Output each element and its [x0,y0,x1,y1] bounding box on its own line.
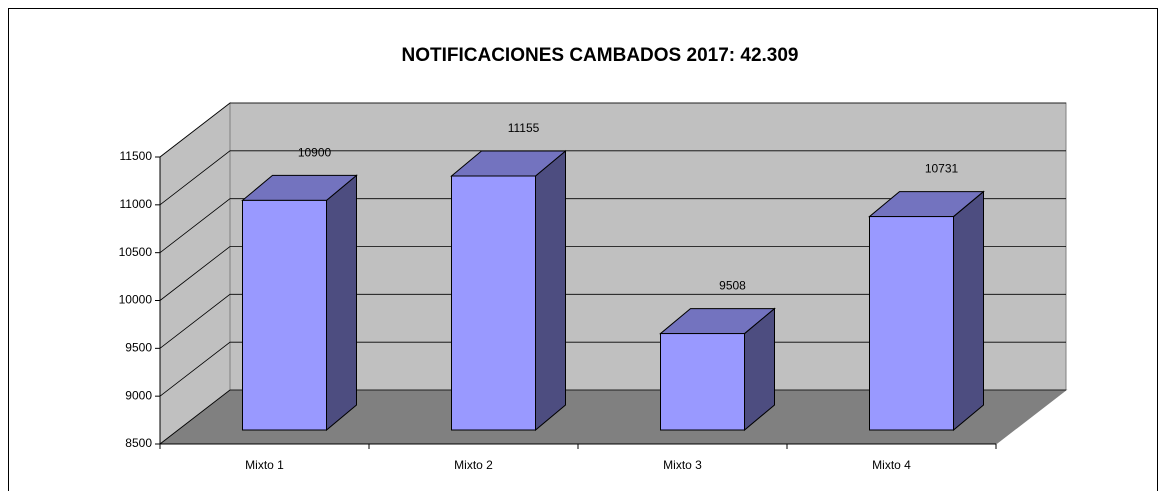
grid-line [159,102,1066,158]
x-tick-label: Mixto 3 [663,458,702,472]
y-tick-label: 8500 [125,436,152,450]
grid-line [159,198,1066,253]
grid-line [159,389,1066,445]
y-tick-label: 11500 [120,149,153,163]
x-tick-label: Mixto 1 [245,458,284,472]
y-tick-label: 9500 [125,341,152,355]
bar [869,216,954,431]
grid-line [159,341,1066,397]
y-tick-label: 10000 [119,293,153,307]
x-tick-label: Mixto 2 [454,458,493,472]
chart-title: NOTIFICACIONES CAMBADOS 2017: 42.309 [402,45,799,66]
bar-side [953,190,984,432]
data-label: 10731 [925,162,959,176]
bar-side [326,174,357,432]
grid-line [159,293,1066,349]
y-tick-label: 11000 [120,197,153,211]
x-tick-label: Mixto 4 [872,458,911,472]
y-tick-label: 10500 [119,245,153,259]
grid-line [159,150,1066,206]
y-tick-label: 9000 [125,388,152,402]
bar-side [535,149,566,432]
data-label: 9508 [719,279,746,293]
bar [660,333,745,431]
data-label: 10900 [298,146,332,160]
bar [451,175,536,431]
grid-line [159,246,1066,301]
data-label: 11155 [508,121,540,135]
bar [242,199,327,431]
